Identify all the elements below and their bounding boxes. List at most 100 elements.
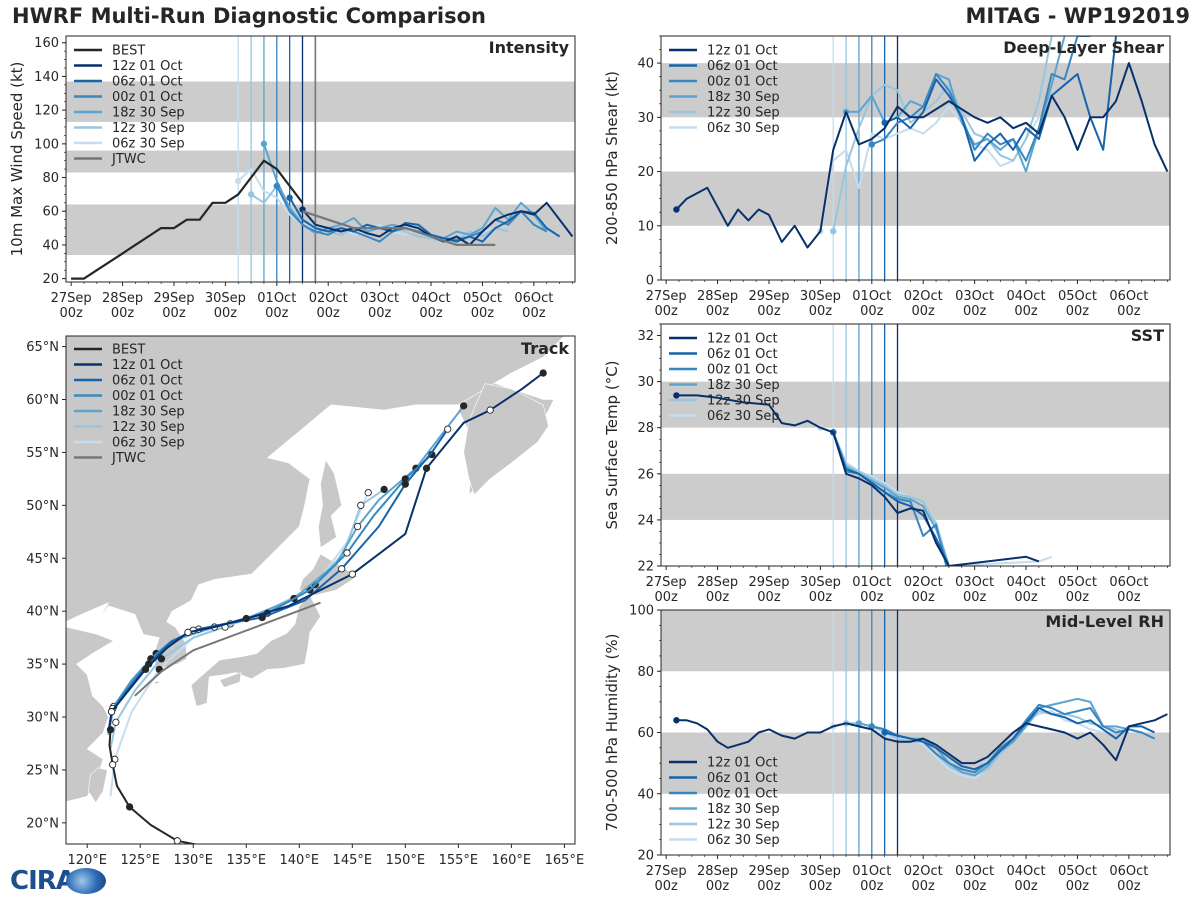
intensity-xtick-label: 04Oct bbox=[412, 291, 451, 306]
sst-init-marker bbox=[673, 392, 680, 399]
rh-xtick-label: 05Oct bbox=[1058, 864, 1097, 879]
track-map-area bbox=[66, 336, 575, 844]
sst-panel-title: SST bbox=[1131, 326, 1164, 345]
intensity-xtick-label: 28Sep bbox=[102, 291, 143, 306]
sst-xtick-label: 00z bbox=[706, 590, 730, 605]
shear-xtick-label: 00z bbox=[860, 304, 884, 319]
track-ytick-label: 35°N bbox=[26, 658, 59, 673]
logo-text: CIRA bbox=[10, 866, 76, 896]
track-best bbox=[108, 729, 199, 844]
rh-ytick-label: 60 bbox=[637, 726, 654, 741]
rh-ytick-label: 40 bbox=[637, 787, 654, 802]
intensity-ytick-label: 60 bbox=[42, 205, 59, 220]
intensity-ytick-label: 80 bbox=[42, 171, 59, 186]
track-position-marker bbox=[242, 614, 250, 623]
track-position-marker bbox=[364, 488, 372, 497]
sst-ytick-label: 26 bbox=[637, 467, 654, 482]
sst-xtick-label: 00z bbox=[654, 590, 678, 605]
rh-legend-label: 06z 01 Oct bbox=[707, 771, 778, 786]
shear-series-18z-30-sep bbox=[846, 36, 1066, 173]
intensity-frame bbox=[65, 35, 576, 283]
rh-xtick-label: 02Oct bbox=[904, 864, 943, 879]
sst-ytick-label: 22 bbox=[637, 560, 654, 575]
shear-legend-label: 12z 30 Sep bbox=[707, 106, 780, 121]
rh-xtick-label: 29Sep bbox=[748, 864, 789, 879]
sst-legend-label: 18z 30 Sep bbox=[707, 378, 780, 393]
rh-legend-label: 18z 30 Sep bbox=[707, 802, 780, 817]
track-position-marker bbox=[106, 726, 115, 734]
shear-legend-label: 06z 01 Oct bbox=[707, 59, 778, 74]
intensity-legend-label: 00z 01 Oct bbox=[112, 90, 183, 105]
sst-xtick-label: 27Sep bbox=[646, 575, 687, 590]
track-position-marker bbox=[486, 406, 494, 414]
rh-panel-title: Mid-Level RH bbox=[1045, 612, 1164, 631]
chart-track: 120°E 125°E 130°E 135°E 140°E 145°E 150°E 155°E… bbox=[26, 335, 584, 868]
track-legend-label: 06z 01 Oct bbox=[112, 374, 183, 389]
shear-ytick-label: 0 bbox=[646, 274, 654, 289]
sst-xtick-label: 00z bbox=[809, 590, 833, 605]
rh-xtick-label: 00z bbox=[757, 879, 781, 894]
intensity-legend-label: BEST bbox=[112, 44, 145, 59]
land-japan bbox=[190, 594, 321, 707]
track-position-marker bbox=[353, 522, 362, 531]
shear-legend-label: 00z 01 Oct bbox=[707, 75, 778, 90]
track-position-marker bbox=[348, 570, 356, 578]
intensity-xtick-label: 02Oct bbox=[309, 291, 348, 306]
track-xtick-label: 140°E bbox=[280, 853, 320, 868]
sst-ytick-label: 28 bbox=[637, 421, 654, 436]
rh-xtick-label: 30Sep bbox=[800, 864, 841, 879]
intensity-xtick-label: 27Sep bbox=[51, 291, 92, 306]
track-xtick-label: 145°E bbox=[333, 853, 373, 868]
track-xtick-label: 155°E bbox=[439, 853, 479, 868]
shear-xtick-label: 06Oct bbox=[1109, 289, 1148, 304]
sst-ytick-label: 30 bbox=[637, 375, 654, 390]
sst-xtick-label: 00z bbox=[1117, 590, 1141, 605]
shear-xtick-label: 04Oct bbox=[1007, 289, 1046, 304]
intensity-init-marker bbox=[235, 177, 242, 185]
shear-xtick-label: 00z bbox=[809, 304, 833, 319]
intensity-xtick-label: 00z bbox=[522, 306, 546, 321]
shear-xtick-label: 05Oct bbox=[1058, 289, 1097, 304]
rh-xtick-label: 00z bbox=[1014, 879, 1038, 894]
land-jeju bbox=[152, 680, 162, 685]
track-jtwc bbox=[134, 601, 321, 697]
rh-plot-area bbox=[661, 610, 1170, 855]
shear-band-0 bbox=[661, 171, 1170, 226]
track-position-marker bbox=[460, 402, 468, 410]
sst-xtick-label: 00z bbox=[912, 590, 936, 605]
sst-xtick-label: 28Sep bbox=[697, 575, 738, 590]
sst-legend-label: 12z 01 Oct bbox=[707, 332, 778, 347]
shear-ylabel: 200-850 hPa Shear (kt) bbox=[603, 71, 621, 245]
shear-xtick-label: 00z bbox=[1014, 304, 1038, 319]
shear-xtick-label: 28Sep bbox=[697, 289, 738, 304]
chart-sst: 22242628303227Sep00z28Sep00z29Sep00z30Se… bbox=[603, 323, 1171, 605]
track-xtick-label: 150°E bbox=[386, 853, 426, 868]
rh-init-marker bbox=[868, 723, 875, 730]
sst-xtick-label: 29Sep bbox=[748, 575, 789, 590]
intensity-xtick-label: 01Oct bbox=[257, 291, 296, 306]
rh-xtick-label: 00z bbox=[809, 879, 833, 894]
chart-shear: 01020304027Sep00z28Sep00z29Sep00z30Sep00… bbox=[603, 35, 1171, 319]
shear-xtick-label: 29Sep bbox=[748, 289, 789, 304]
shear-xtick-label: 00z bbox=[654, 304, 678, 319]
sst-legend-label: 06z 30 Sep bbox=[707, 409, 780, 424]
intensity-xtick-label: 00z bbox=[471, 306, 495, 321]
land-asia-mainland bbox=[66, 336, 565, 670]
shear-init-marker bbox=[673, 206, 680, 213]
rh-legend-label: 06z 30 Sep bbox=[707, 833, 780, 848]
shear-xtick-label: 30Sep bbox=[800, 289, 841, 304]
intensity-legend-label: JTWC bbox=[111, 152, 146, 167]
shear-plot-area bbox=[661, 36, 1170, 280]
land-shikoku bbox=[219, 672, 242, 688]
intensity-init-marker bbox=[286, 194, 293, 201]
rh-xtick-label: 28Sep bbox=[697, 864, 738, 879]
track-legend-label: BEST bbox=[112, 343, 145, 358]
sst-xtick-label: 05Oct bbox=[1058, 575, 1097, 590]
intensity-legend-label: 12z 01 Oct bbox=[112, 59, 183, 74]
track-xtick-label: 125°E bbox=[120, 853, 160, 868]
track-legend-label: 06z 30 Sep bbox=[112, 436, 185, 451]
intensity-series-best bbox=[71, 159, 304, 280]
rh-xtick-label: 00z bbox=[963, 879, 987, 894]
track-ytick-label: 20°N bbox=[26, 816, 59, 831]
shear-ytick-label: 10 bbox=[637, 219, 654, 234]
